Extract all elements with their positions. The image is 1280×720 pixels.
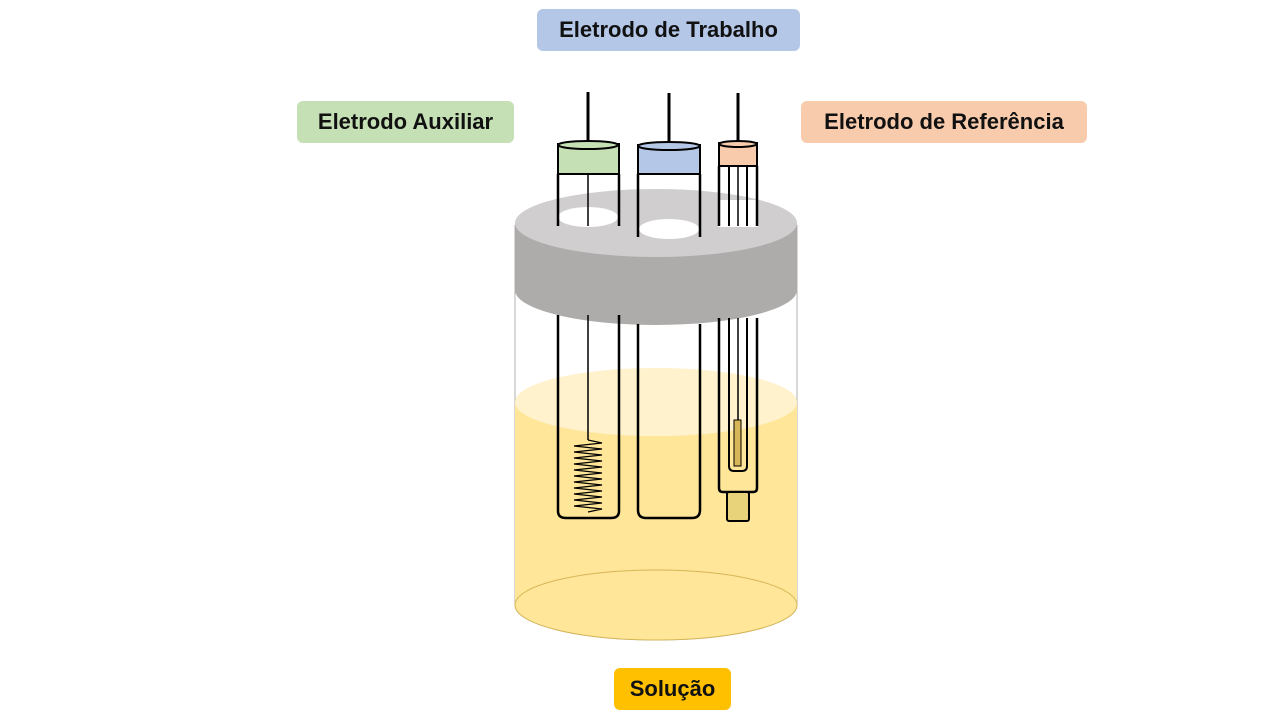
reference-electrode-label: Eletrodo de Referência: [801, 101, 1087, 143]
auxiliary-electrode: [556, 92, 621, 520]
working-electrode: [636, 93, 702, 520]
reference-electrode: [717, 93, 759, 522]
solution-label: Solução: [614, 668, 731, 710]
working-electrode-label: Eletrodo de Trabalho: [537, 9, 800, 51]
auxiliary-electrode-label: Eletrodo Auxiliar: [297, 101, 514, 143]
solution: [514, 368, 798, 641]
